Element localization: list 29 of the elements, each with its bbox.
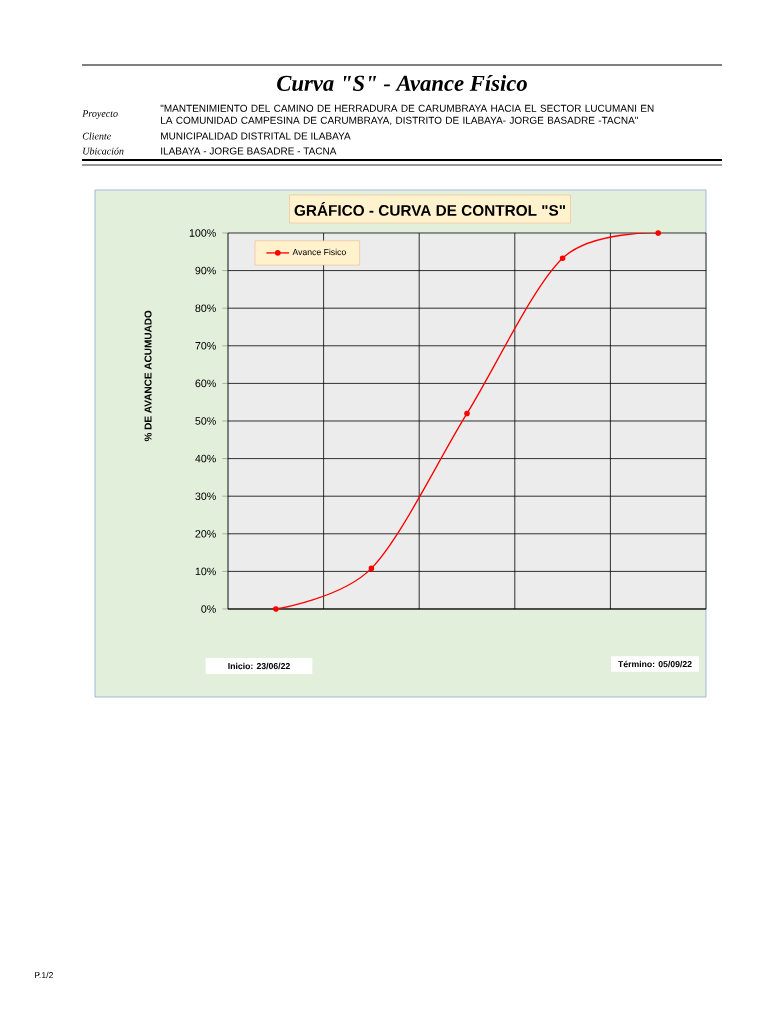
legend-label: Avance Fisico [292,248,346,256]
point [273,606,279,612]
text: Ubicación [83,147,124,155]
y-tick-label: 60% [195,379,216,388]
y-tick-label: 10% [195,567,216,576]
y-tick-label: 0% [201,605,216,613]
text: ILABAYA - JORGE BASADRE - TACNA [161,147,337,155]
y-tick-label: 80% [195,304,216,312]
text: Término: 05/09/22 [618,660,692,668]
y-tick-label: 90% [195,266,216,275]
point [464,410,470,417]
text: Inicio: 23/06/22 [228,662,290,670]
y-tick-label: 30% [195,492,216,500]
y-axis-title: % DE AVANCE ACUMUADO [144,310,152,442]
text: Proyecto [82,110,118,119]
y-tick-label: 40% [195,454,216,463]
text: "MANTENIMIENTO DEL CAMINO DE HERRADURA DE CARUMBRAYA HACIA EL SECTOR LUCUMANI EN LA COMUNIDAD CAMPESINA DE CARUMBRAYA, DISTRITO DE ILABAYA- JORGE BASADRE -TACNA" [160,104,654,126]
chart-title: Curva "S" - Avance Físico [277,74,527,91]
y-tick-label: 100% [189,229,216,237]
chart-subtitle: GRÁFICO - CURVA DE CONTROL "S" [294,202,565,216]
y-tick-label: 50% [195,417,216,425]
text: P.1/2 [34,971,53,979]
point [655,230,661,236]
text: MUNICIPALIDAD DISTRITAL DE ILABAYA [161,132,351,140]
text: Cliente [82,132,111,140]
y-tick-label: 70% [195,342,216,350]
point [559,255,566,261]
y-tick-label: 20% [195,530,216,538]
point [368,565,375,572]
